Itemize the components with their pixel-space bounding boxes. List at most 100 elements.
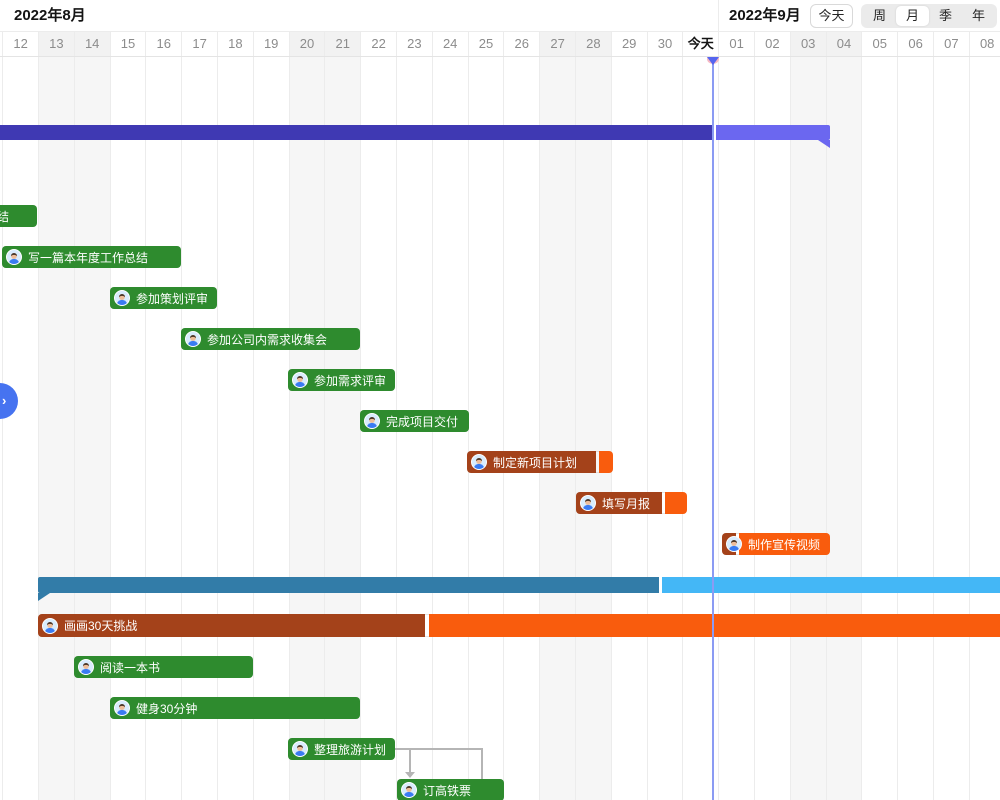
grid-line bbox=[181, 57, 183, 800]
task-bar-requirements-collection-meeting[interactable]: 参加公司内需求收集会 bbox=[181, 328, 360, 350]
task-label: 完成项目交付 bbox=[364, 410, 458, 432]
task-bar-project-delivery[interactable]: 完成项目交付 bbox=[360, 410, 469, 432]
task-bar-train-ticket[interactable]: 订高铁票 bbox=[397, 779, 504, 800]
summary-bar-project-summary[interactable] bbox=[0, 125, 830, 140]
weekend-column-shade bbox=[324, 57, 361, 800]
axis-day: 30 bbox=[646, 32, 683, 56]
bar-segment bbox=[716, 125, 830, 140]
expand-sidebar-toggle[interactable]: › bbox=[0, 383, 18, 419]
grid-line bbox=[825, 57, 827, 800]
task-bar-travel-plan[interactable]: 整理旅游计划 bbox=[288, 738, 395, 760]
grid-line bbox=[2, 57, 4, 800]
task-bar-fitness-30min[interactable]: 健身30分钟 bbox=[110, 697, 360, 719]
today-button[interactable]: 今天 bbox=[810, 4, 853, 28]
grid-line bbox=[288, 57, 290, 800]
task-label: 制定新项目计划 bbox=[471, 451, 577, 473]
grid-line bbox=[718, 57, 720, 800]
assignee-avatar-icon bbox=[78, 659, 94, 675]
bar-segment bbox=[0, 205, 37, 227]
assignee-avatar-icon bbox=[471, 454, 487, 470]
task-label-text: 参加策划评审 bbox=[136, 291, 209, 306]
chart-area: 结 写一篇本年度工作总结 参加策划评审 参加公司内需求收集会 参加需求评审 完成… bbox=[0, 57, 1000, 800]
bar-segment bbox=[599, 451, 613, 473]
assignee-avatar-icon bbox=[42, 617, 58, 634]
dependency-line bbox=[395, 748, 482, 750]
axis-day: 13 bbox=[38, 32, 74, 56]
axis-day: 12 bbox=[2, 32, 38, 56]
task-bar-new-project-plan[interactable]: 制定新项目计划 bbox=[467, 451, 613, 473]
assignee-avatar-icon bbox=[726, 536, 742, 552]
task-label: 制作宣传视频 bbox=[726, 533, 820, 555]
month-header-row: 2022年8月 2022年9月 今天 周月季 年 bbox=[0, 0, 1000, 32]
view-option-季[interactable]: 季 bbox=[938, 8, 952, 23]
bar-segment bbox=[397, 779, 504, 800]
task-label: 健身30分钟 bbox=[114, 697, 197, 719]
summary-bar-tail bbox=[38, 593, 50, 601]
weekend-column-shade bbox=[539, 57, 575, 800]
task-bar-requirements-review[interactable]: 参加需求评审 bbox=[288, 369, 395, 391]
month-label-september: 2022年9月 bbox=[729, 7, 801, 24]
dependency-line bbox=[409, 748, 411, 772]
axis-day-today: 今天 bbox=[682, 32, 718, 56]
today-marker-triangle-icon bbox=[707, 57, 719, 65]
task-label-text: 制作宣传视频 bbox=[748, 537, 821, 552]
bar-segment bbox=[288, 369, 395, 391]
bar-segment bbox=[0, 125, 713, 140]
task-bar-drawing-30day-challenge[interactable]: 画画30天挑战 bbox=[38, 614, 1000, 637]
grid-line bbox=[38, 57, 39, 800]
grid-line bbox=[897, 57, 899, 800]
axis-day: 01 bbox=[718, 32, 754, 56]
month-divider bbox=[718, 0, 719, 32]
task-label-text: 参加需求评审 bbox=[314, 373, 387, 388]
axis-day: 15 bbox=[109, 32, 146, 56]
grid-line bbox=[933, 57, 934, 800]
chevron-right-icon: › bbox=[2, 393, 7, 409]
task-label-text: 健身30分钟 bbox=[136, 701, 198, 716]
bar-segment bbox=[739, 533, 830, 555]
task-bar-clipped-task[interactable]: 结 bbox=[0, 205, 37, 227]
axis-day: 18 bbox=[217, 32, 253, 56]
task-label-text: 参加公司内需求收集会 bbox=[207, 332, 328, 347]
grid-line bbox=[789, 57, 791, 800]
task-label: 结 bbox=[0, 205, 9, 227]
bar-segment bbox=[467, 451, 596, 473]
axis-day: 22 bbox=[360, 32, 396, 56]
bar-segment bbox=[665, 492, 687, 514]
grid-line bbox=[575, 57, 576, 800]
assignee-avatar-icon bbox=[401, 782, 417, 798]
date-axis: 12 13 14 15 16 17 18 19 20 21 22 23 24 25 26 27 28 29 30 今天… bbox=[0, 32, 1000, 57]
axis-day: 24 bbox=[431, 32, 468, 56]
axis-day: 04 bbox=[825, 32, 862, 56]
view-option-月[interactable]: 月 bbox=[896, 6, 929, 26]
task-label: 参加公司内需求收集会 bbox=[185, 328, 327, 350]
assignee-avatar-icon bbox=[114, 290, 130, 306]
task-bar-read-a-book[interactable]: 阅读一本书 bbox=[74, 656, 253, 678]
task-bar-planning-review[interactable]: 参加策划评审 bbox=[110, 287, 217, 309]
bar-segment bbox=[288, 738, 395, 760]
task-label-text: 画画30天挑战 bbox=[64, 619, 138, 633]
axis-day: 20 bbox=[288, 32, 325, 56]
axis-day: 07 bbox=[933, 32, 969, 56]
axis-day: 26 bbox=[503, 32, 539, 56]
summary-bar-tail bbox=[818, 140, 830, 148]
task-label: 阅读一本书 bbox=[78, 656, 160, 678]
grid-line bbox=[324, 57, 326, 800]
task-bar-monthly-report[interactable]: 填写月报 bbox=[576, 492, 687, 514]
task-bar-annual-work-summary[interactable]: 写一篇本年度工作总结 bbox=[2, 246, 181, 268]
view-option-年[interactable]: 年 bbox=[971, 8, 985, 23]
task-label-text: 阅读一本书 bbox=[100, 660, 161, 675]
bar-segment bbox=[360, 410, 469, 432]
task-label-text: 填写月报 bbox=[602, 496, 651, 511]
task-bar-promo-video[interactable]: 制作宣传视频 bbox=[722, 533, 830, 555]
assignee-avatar-icon bbox=[580, 495, 596, 511]
weekend-column-shade bbox=[789, 57, 826, 800]
dependency-arrow-icon bbox=[405, 772, 415, 778]
summary-bar-personal-summary[interactable] bbox=[38, 577, 1000, 593]
grid-line bbox=[252, 57, 254, 800]
view-option-周[interactable]: 周 bbox=[872, 8, 886, 23]
task-label: 参加策划评审 bbox=[114, 287, 208, 309]
bar-segment bbox=[429, 614, 1000, 637]
grid-line bbox=[539, 57, 541, 800]
axis-day: 27 bbox=[539, 32, 575, 56]
